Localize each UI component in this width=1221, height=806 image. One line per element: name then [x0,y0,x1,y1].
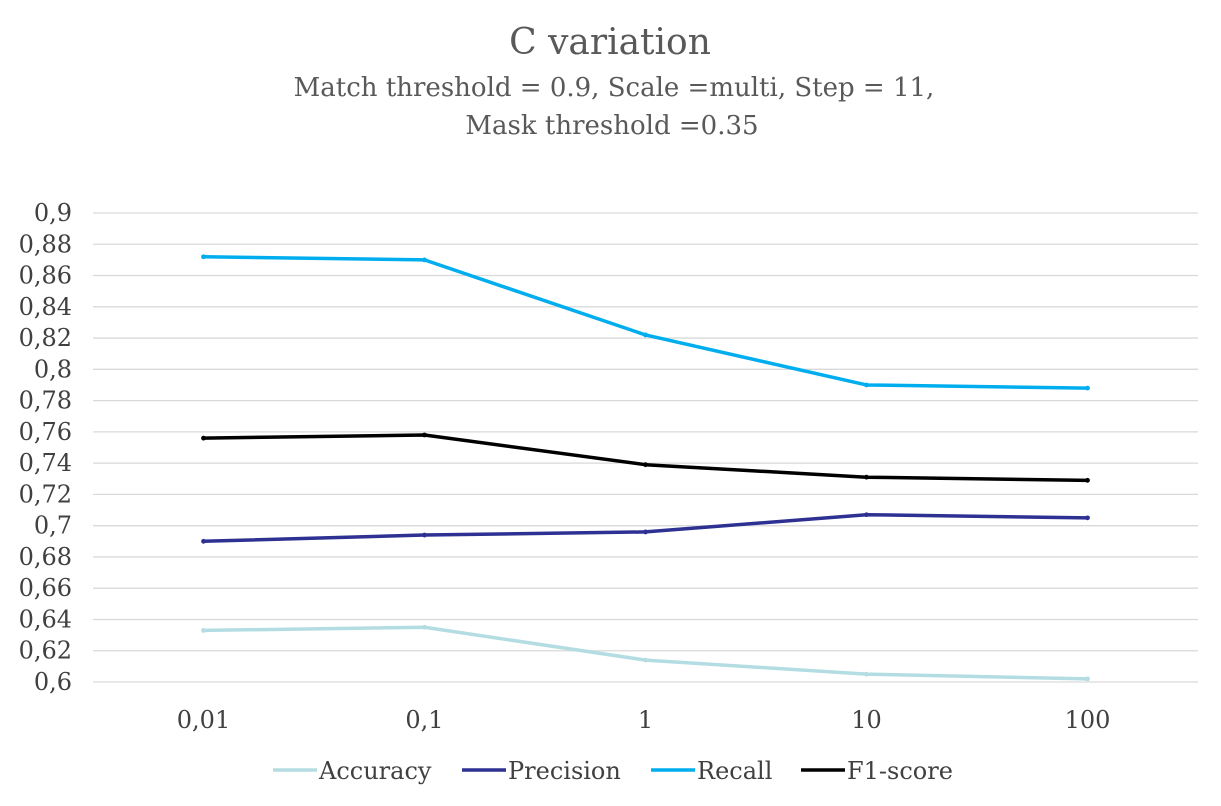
legend-label: Precision [508,757,621,785]
data-point [201,628,206,633]
data-point [864,474,869,480]
data-point [643,529,648,535]
data-point [643,462,648,468]
y-tick-label: 0,72 [19,480,72,508]
y-tick-label: 0,88 [19,230,72,258]
y-tick-label: 0,86 [19,262,72,290]
x-tick-label: 10 [851,706,882,734]
data-point [1085,477,1090,483]
legend-label: Accuracy [318,757,432,785]
y-tick-label: 0,74 [19,449,72,477]
chart-subtitle-line-1: Match threshold = 0.9, Scale =multi, Ste… [294,73,935,103]
legend: Accuracy Precision Recall F1-score [273,757,953,785]
data-point [864,671,869,677]
x-tick-label: 0,1 [405,706,443,734]
y-tick-label: 0,66 [19,574,72,602]
chart-subtitle-line-2: Mask threshold =0.35 [465,111,758,141]
y-tick-label: 0,8 [34,355,72,383]
gridlines [93,212,1198,683]
data-point [864,512,869,518]
y-tick-label: 0,68 [19,543,72,571]
series-lines [201,254,1090,682]
series-recall [201,254,1090,391]
y-tick-label: 0,6 [34,668,72,696]
legend-item: Precision [462,757,621,785]
x-axis-ticks: 0,01 0,1 1 10 100 [177,706,1111,734]
series-line [201,433,1090,483]
data-point [422,432,427,438]
x-tick-label: 100 [1065,706,1111,734]
data-point [1085,385,1090,391]
series-line [201,255,1090,390]
data-point [1085,515,1090,521]
series-f1-score [201,432,1090,483]
legend-item: Recall [651,757,772,785]
data-point [422,532,427,538]
data-point [864,382,869,388]
y-tick-label: 0,62 [19,637,72,665]
data-point [422,257,427,263]
data-point [643,657,648,663]
chart-title: C variation [509,22,711,63]
data-point [422,624,427,630]
series-accuracy [201,624,1090,682]
y-tick-label: 0,82 [19,324,72,352]
legend-label: Recall [697,757,772,785]
y-tick-label: 0,9 [34,199,72,227]
data-point [201,538,206,544]
legend-item: F1-score [801,757,953,785]
y-tick-label: 0,78 [19,387,72,415]
y-tick-label: 0,76 [19,418,72,446]
series-line [201,625,1090,681]
legend-label: F1-score [847,757,953,785]
series-precision [201,512,1090,544]
data-point [201,435,206,441]
data-point [1085,676,1090,682]
y-tick-label: 0,84 [19,293,72,321]
y-tick-label: 0,7 [34,512,72,540]
legend-item: Accuracy [273,757,432,785]
y-tick-label: 0,64 [19,605,72,633]
y-axis-ticks: 0,6 0,62 0,64 0,66 0,68 0,7 0,72 0,74 0,76 0,78 0,… [19,199,72,696]
x-tick-label: 1 [638,706,653,734]
x-tick-label: 0,01 [177,706,230,734]
data-point [643,332,648,338]
series-line [201,512,1090,544]
data-point [201,254,206,260]
